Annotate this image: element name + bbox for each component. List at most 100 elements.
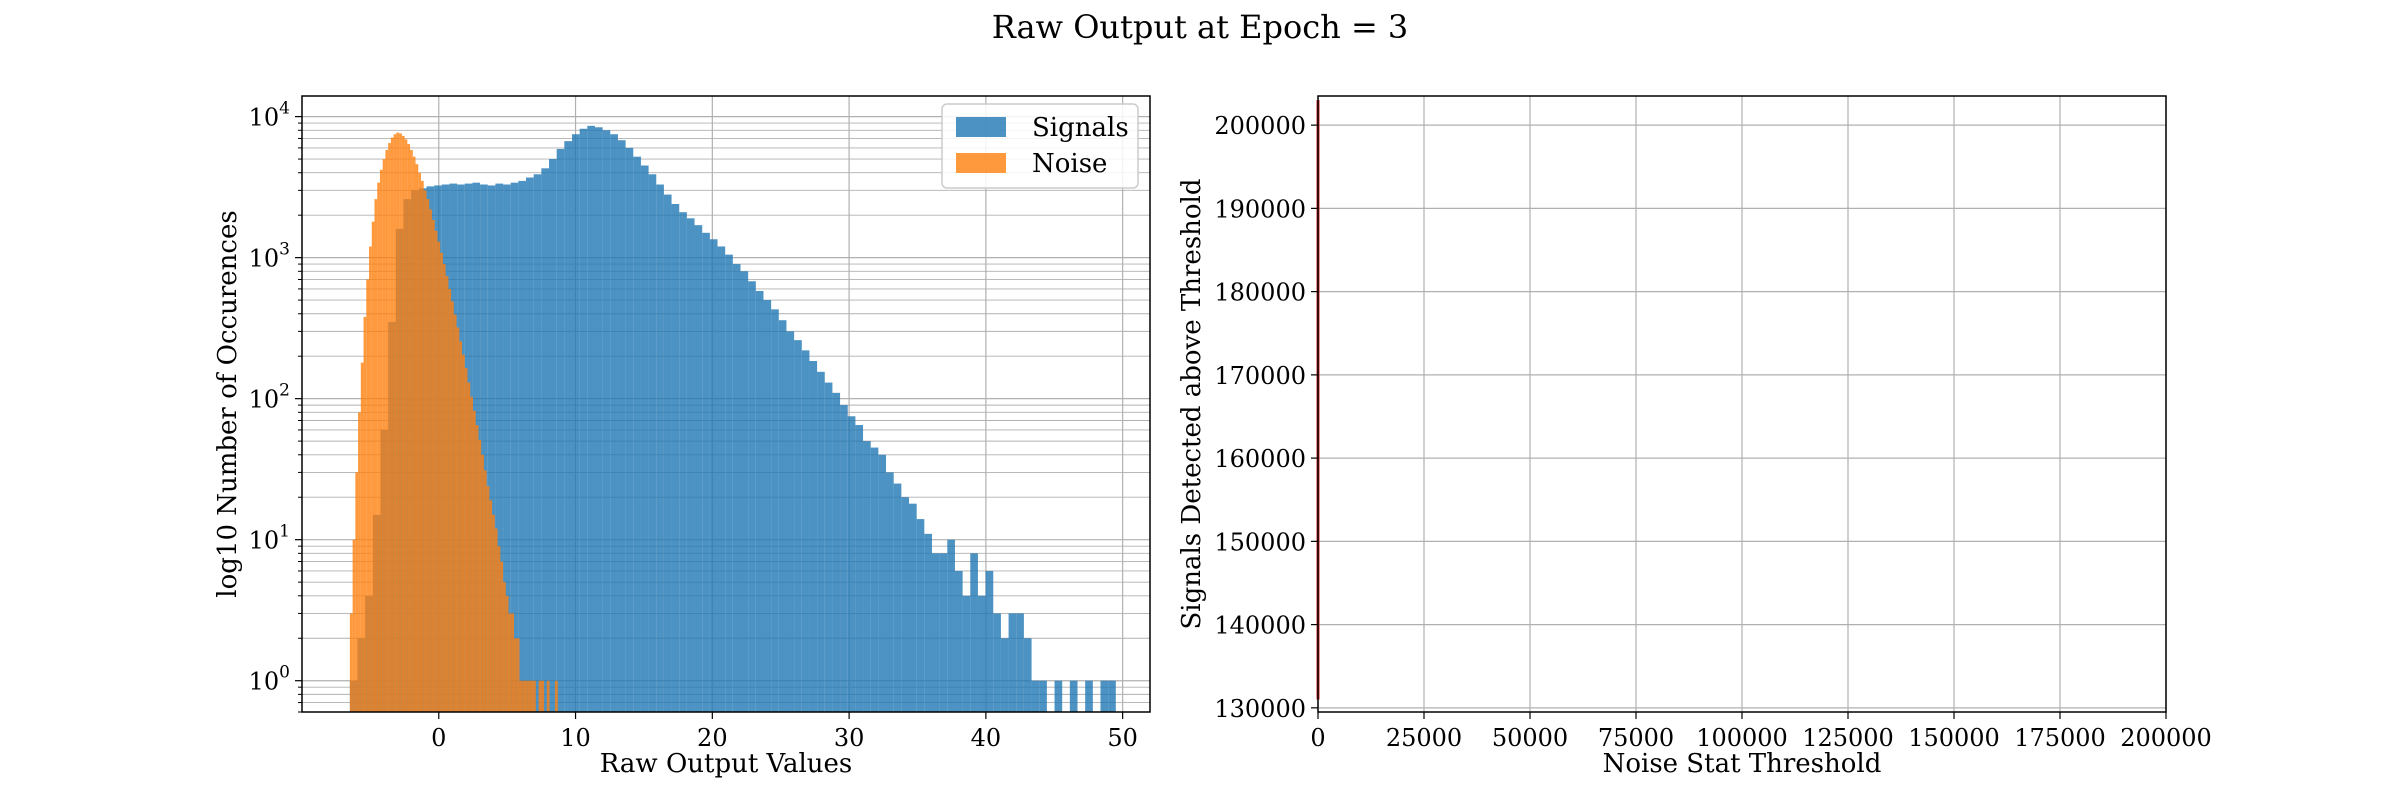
signals-bar — [970, 553, 978, 712]
noise-bar — [426, 199, 430, 712]
threshold-x-tick-label: 0 — [1310, 724, 1325, 752]
noise-bar — [407, 143, 411, 712]
noise-bar — [483, 470, 487, 712]
histogram-y-tick-label: 101 — [249, 522, 290, 555]
signals-bar — [725, 254, 733, 712]
signals-bar — [579, 128, 588, 712]
noise-bar — [503, 582, 506, 712]
signals-bar — [840, 405, 848, 712]
histogram-y-tick-label: 103 — [249, 240, 290, 273]
threshold-y-tick-label: 140000 — [1214, 612, 1306, 640]
noise-bar — [489, 500, 493, 712]
noise-bar — [415, 164, 419, 712]
noise-bar — [412, 156, 416, 712]
signals-bar — [977, 595, 986, 712]
signals-bar — [786, 331, 795, 712]
noise-bar — [546, 680, 550, 712]
noise-bar — [355, 472, 359, 712]
noise-bar — [472, 410, 476, 712]
signals-bar — [503, 184, 511, 713]
histogram-bars — [349, 125, 1116, 713]
noise-bar — [524, 680, 528, 712]
signals-bar — [663, 194, 672, 712]
noise-bar — [358, 412, 361, 712]
noise-bar — [456, 327, 460, 712]
noise-bar — [541, 680, 545, 712]
histogram-x-axis-label: Raw Output Values — [600, 749, 852, 779]
threshold-x-tick-label: 175000 — [2014, 724, 2106, 752]
legend-label-signals: Signals — [1032, 113, 1129, 143]
threshold-y-tick-label: 190000 — [1214, 195, 1306, 223]
noise-bar — [530, 680, 534, 712]
noise-bar — [494, 528, 498, 712]
signals-bar — [1054, 680, 1063, 712]
noise-bar — [514, 638, 517, 712]
signals-bar — [648, 174, 657, 713]
signals-bar — [1069, 680, 1078, 712]
noise-bar — [478, 439, 482, 712]
signals-bar — [679, 212, 687, 712]
threshold-x-ticks: 0 25000 50000 75000 100000 125000 150000 175000… — [1310, 712, 2212, 752]
noise-bar — [555, 680, 558, 712]
noise-bar — [459, 341, 463, 712]
noise-bar — [500, 561, 504, 712]
signals-bar — [702, 232, 710, 712]
histogram-x-tick-label: 30 — [834, 724, 865, 752]
noise-bar — [516, 638, 520, 712]
signals-bar — [549, 159, 557, 712]
signals-bar — [893, 483, 902, 712]
histogram-frame — [301, 95, 1151, 713]
legend-swatch-signals — [956, 117, 1006, 137]
histogram-y-tick-label: 102 — [249, 381, 290, 414]
signals-bar — [1023, 638, 1032, 712]
histogram-y-axis-label: log10 Number of Occurences — [213, 210, 243, 597]
signals-bar — [1108, 680, 1116, 712]
signals-bar — [1085, 680, 1093, 712]
signals-bar — [625, 147, 634, 713]
signals-bar — [564, 141, 572, 712]
signals-bar — [794, 340, 802, 712]
noise-bar — [352, 539, 356, 712]
signals-bar — [962, 595, 971, 712]
signals-bar — [847, 416, 856, 712]
signals-bar — [947, 539, 955, 712]
noise-bar — [508, 613, 512, 712]
signals-bar — [778, 320, 787, 712]
noise-bar — [374, 199, 378, 712]
threshold-y-tick-label: 150000 — [1214, 528, 1306, 556]
threshold-y-tick-label: 160000 — [1214, 445, 1306, 473]
noise-bar — [440, 252, 443, 713]
threshold-panel: 0 25000 50000 75000 100000 125000 150000 175000… — [1177, 95, 2212, 779]
histogram-x-tick-label: 20 — [697, 724, 728, 752]
noise-bar — [533, 680, 536, 712]
signals-bar — [909, 503, 917, 712]
signals-bar — [495, 183, 504, 713]
figure-title: Raw Output at Epoch = 3 — [992, 8, 1409, 46]
signals-bar — [533, 174, 542, 713]
signals-bar — [931, 553, 940, 712]
noise-bar — [527, 680, 531, 712]
signals-bar — [709, 239, 718, 713]
signals-bar — [694, 225, 703, 712]
noise-bar — [360, 362, 364, 712]
threshold-y-ticks: 130000 140000 150000 160000 170000 180000 1900… — [1214, 112, 1318, 723]
signals-bar — [901, 497, 910, 712]
signals-bar — [732, 264, 741, 712]
signals-bar — [817, 371, 825, 712]
signals-bar — [480, 184, 488, 713]
signals-bar — [801, 350, 810, 712]
histogram-y-tick-label: 100 — [249, 663, 290, 696]
signals-bar — [633, 156, 641, 712]
histogram-y-tick-label: 104 — [249, 99, 290, 132]
signals-bar — [1000, 638, 1009, 712]
legend-label-noise: Noise — [1032, 149, 1107, 179]
noise-bar — [481, 454, 484, 712]
signals-bar — [832, 392, 841, 712]
signals-bar — [587, 125, 595, 713]
signals-bar — [1100, 680, 1109, 712]
noise-bar — [434, 230, 438, 712]
noise-bar — [448, 288, 452, 712]
signals-bar — [510, 182, 519, 712]
signals-bar — [541, 168, 550, 712]
